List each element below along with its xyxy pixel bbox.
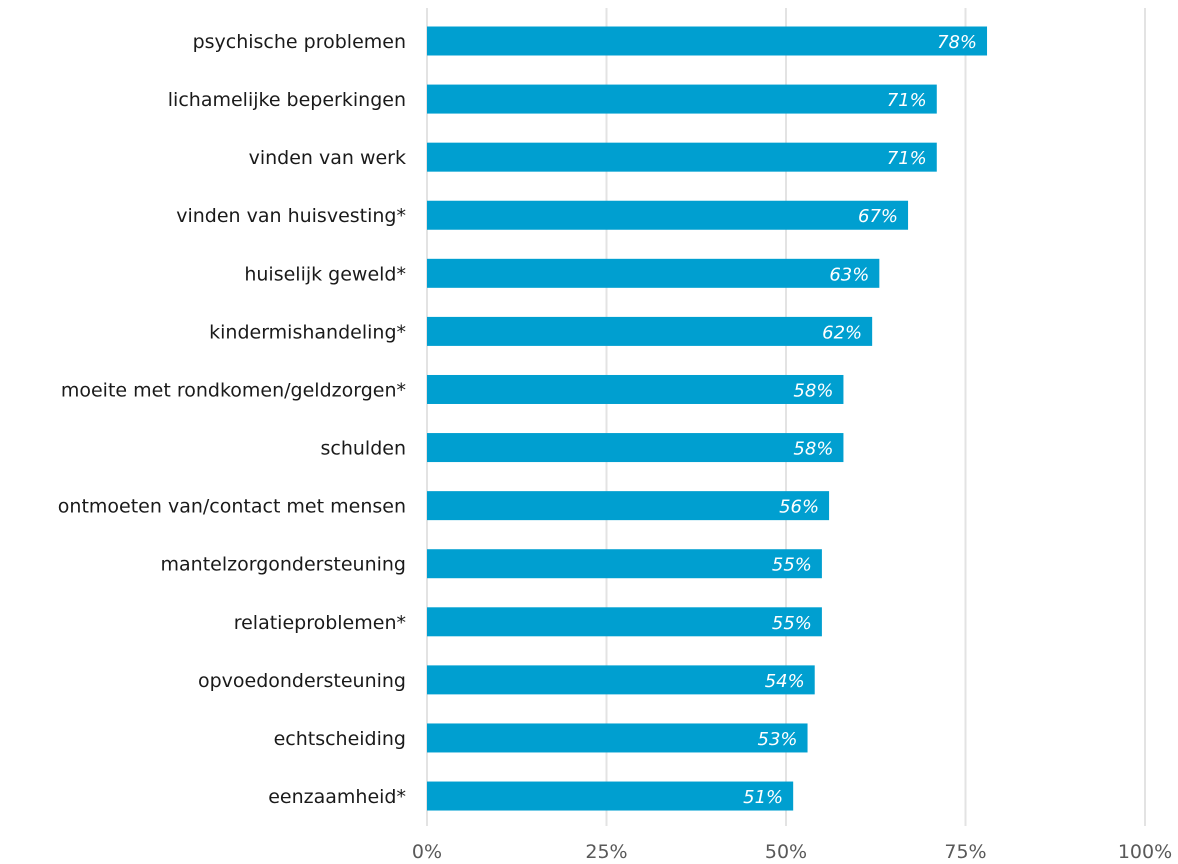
- value-label: 51%: [743, 787, 783, 808]
- bar: [427, 433, 844, 463]
- category-label: vinden van huisvesting*: [176, 205, 406, 227]
- bar: [427, 142, 937, 172]
- bar: [427, 84, 937, 114]
- x-tick-label: 100%: [1118, 841, 1172, 863]
- bar: [427, 607, 822, 637]
- category-label: schulden: [321, 438, 407, 460]
- bar: [427, 549, 822, 579]
- category-labels: psychische problemen lichamelijke beperki…: [58, 31, 406, 808]
- value-label: 53%: [758, 729, 798, 750]
- category-label: kindermishandeling*: [209, 321, 406, 343]
- category-label: eenzaamheid*: [268, 786, 406, 808]
- value-label: 63%: [829, 264, 869, 285]
- category-label: ontmoeten van/contact met mensen: [58, 496, 406, 518]
- value-label: 78%: [937, 32, 977, 53]
- value-labels: 78% 71% 71% 67% 63% 62% 58% 58% 56% 55% 55% 54% 53% 5…: [743, 32, 977, 808]
- value-label: 54%: [765, 671, 805, 692]
- value-label: 55%: [772, 555, 812, 576]
- value-label: 71%: [887, 148, 927, 169]
- x-axis-ticks: 0% 25% 50% 75% 100%: [412, 841, 1172, 863]
- bar: [427, 26, 988, 56]
- value-label: 58%: [793, 380, 833, 401]
- bar: [427, 200, 909, 230]
- value-label: 71%: [887, 90, 927, 111]
- value-label: 62%: [822, 322, 862, 343]
- value-label: 56%: [779, 497, 819, 518]
- category-label: opvoedondersteuning: [198, 670, 406, 692]
- category-label: moeite met rondkomen/geldzorgen*: [61, 379, 406, 401]
- bars: [427, 26, 988, 811]
- x-tick-label: 0%: [412, 841, 442, 863]
- x-tick-label: 25%: [585, 841, 627, 863]
- x-tick-label: 75%: [944, 841, 986, 863]
- bar: [427, 374, 844, 404]
- value-label: 55%: [772, 613, 812, 634]
- bar: [427, 316, 873, 346]
- category-label: relatieproblemen*: [234, 612, 406, 634]
- bar: [427, 781, 794, 811]
- category-label: psychische problemen: [193, 31, 406, 53]
- category-label: lichamelijke beperkingen: [168, 89, 406, 111]
- category-label: vinden van werk: [249, 147, 406, 169]
- x-tick-label: 50%: [765, 841, 807, 863]
- bar: [427, 723, 808, 753]
- bar: [427, 665, 815, 695]
- category-label: huiselijk geweld*: [244, 263, 406, 285]
- category-label: mantelzorgondersteuning: [161, 554, 406, 576]
- category-label: echtscheiding: [274, 728, 406, 750]
- bar: [427, 491, 830, 521]
- value-label: 58%: [793, 439, 833, 460]
- gridlines: [426, 8, 1146, 826]
- value-label: 67%: [858, 206, 898, 227]
- bar: [427, 258, 880, 288]
